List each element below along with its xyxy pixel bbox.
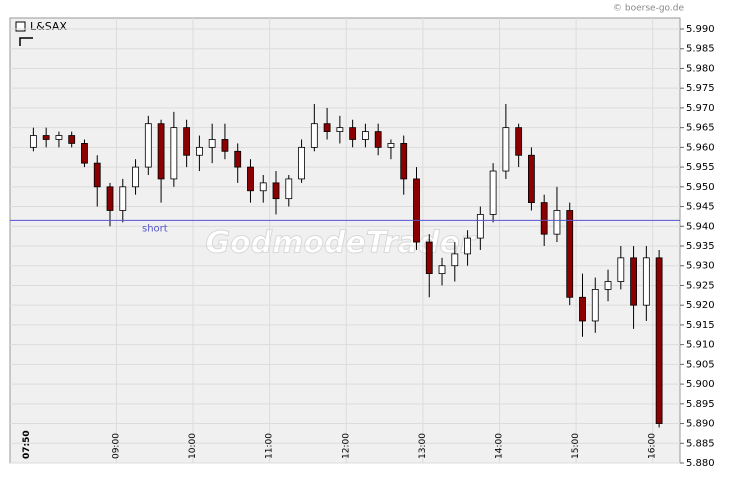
candle-body <box>183 127 191 156</box>
y-tick-label: 5.945 <box>686 202 715 213</box>
candle-body <box>221 139 229 152</box>
candle-body <box>502 127 510 172</box>
y-tick-label: 5.970 <box>686 103 715 114</box>
candle-body <box>566 210 574 298</box>
candle-body <box>170 127 178 180</box>
y-tick-label: 5.940 <box>686 221 715 232</box>
y-tick-label: 5.950 <box>686 182 715 193</box>
candle-body <box>234 150 242 168</box>
candle-body <box>119 186 127 211</box>
candle-body <box>55 135 63 140</box>
x-tick-label: 10:00 <box>188 433 198 459</box>
y-tick-label: 5.935 <box>686 241 715 252</box>
candle-body <box>298 146 305 180</box>
y-tick-label: 5.905 <box>686 359 715 370</box>
y-tick-label: 5.920 <box>686 300 715 311</box>
y-tick-label: 5.890 <box>686 419 715 430</box>
candle-body <box>323 123 331 132</box>
candle-body <box>579 296 586 322</box>
y-tick-label: 5.965 <box>686 123 715 134</box>
x-tick-label: 16:00 <box>648 433 658 459</box>
candle-body <box>630 257 637 306</box>
candle-body <box>400 143 408 180</box>
candle-body <box>285 178 293 200</box>
candle-body <box>362 131 369 140</box>
candle-body <box>106 186 114 211</box>
candle-body <box>425 241 433 275</box>
y-tick-label: 5.910 <box>686 340 715 351</box>
y-tick-label: 5.915 <box>686 320 715 331</box>
candle-body <box>29 135 37 148</box>
y-tick-label: 5.925 <box>686 280 715 291</box>
candle-body <box>489 170 497 215</box>
y-tick-label: 5.895 <box>686 399 715 410</box>
candle-body <box>336 127 344 132</box>
candle-body <box>617 257 625 282</box>
candle-body <box>413 178 420 243</box>
y-tick-label: 5.980 <box>686 63 715 74</box>
x-tick-label: 07:50 <box>22 430 32 459</box>
candle-body <box>68 135 76 144</box>
candle-body <box>42 135 50 140</box>
x-tick-label: 12:00 <box>341 433 351 459</box>
x-tick-label: 15:00 <box>571 433 581 459</box>
legend-icon <box>19 37 33 46</box>
candle-body <box>81 143 88 164</box>
watermark: GodmodeTrader <box>205 226 476 261</box>
y-tick-label: 5.880 <box>686 458 715 469</box>
candle-body <box>540 202 548 235</box>
candle-body <box>604 281 612 290</box>
candle-body <box>476 214 484 239</box>
candle-body <box>247 166 254 192</box>
hline-label: short <box>142 223 168 234</box>
x-tick-label: 14:00 <box>494 433 504 459</box>
y-tick-label: 5.985 <box>686 44 715 55</box>
legend-swatch <box>15 21 26 32</box>
candle-body <box>591 288 599 322</box>
candle-body <box>157 123 165 180</box>
candle-body <box>553 210 561 235</box>
x-tick-label: 09:00 <box>111 433 121 459</box>
y-tick-label: 5.990 <box>686 24 715 35</box>
candle-body <box>259 182 267 192</box>
candle-body <box>93 162 101 188</box>
candle-body <box>528 154 535 204</box>
x-tick-label: 11:00 <box>265 433 275 459</box>
candle-body <box>464 237 471 255</box>
candle-body <box>387 143 395 148</box>
candle-body <box>208 139 216 148</box>
candle-body <box>132 166 139 188</box>
y-tick-label: 5.960 <box>686 142 715 153</box>
candle-body <box>451 253 459 267</box>
y-tick-label: 5.930 <box>686 261 715 272</box>
candle-body <box>195 146 203 156</box>
candle-body <box>642 257 650 306</box>
source: © boerse-go.de <box>613 4 684 14</box>
y-tick-label: 5.955 <box>686 162 715 173</box>
legend-title: L&SAX <box>30 20 67 33</box>
candle-body <box>144 123 152 168</box>
candle-body <box>438 265 446 275</box>
candle-body <box>349 127 357 140</box>
candle-body <box>310 123 318 148</box>
candle-body <box>272 182 280 200</box>
y-tick-label: 5.900 <box>686 379 715 390</box>
y-tick-label: 5.975 <box>686 83 715 94</box>
candle-body <box>515 127 523 156</box>
x-tick-label: 13:00 <box>418 433 428 459</box>
candle-body <box>374 131 382 148</box>
candle-body <box>655 257 663 424</box>
y-tick-label: 5.885 <box>686 438 715 449</box>
